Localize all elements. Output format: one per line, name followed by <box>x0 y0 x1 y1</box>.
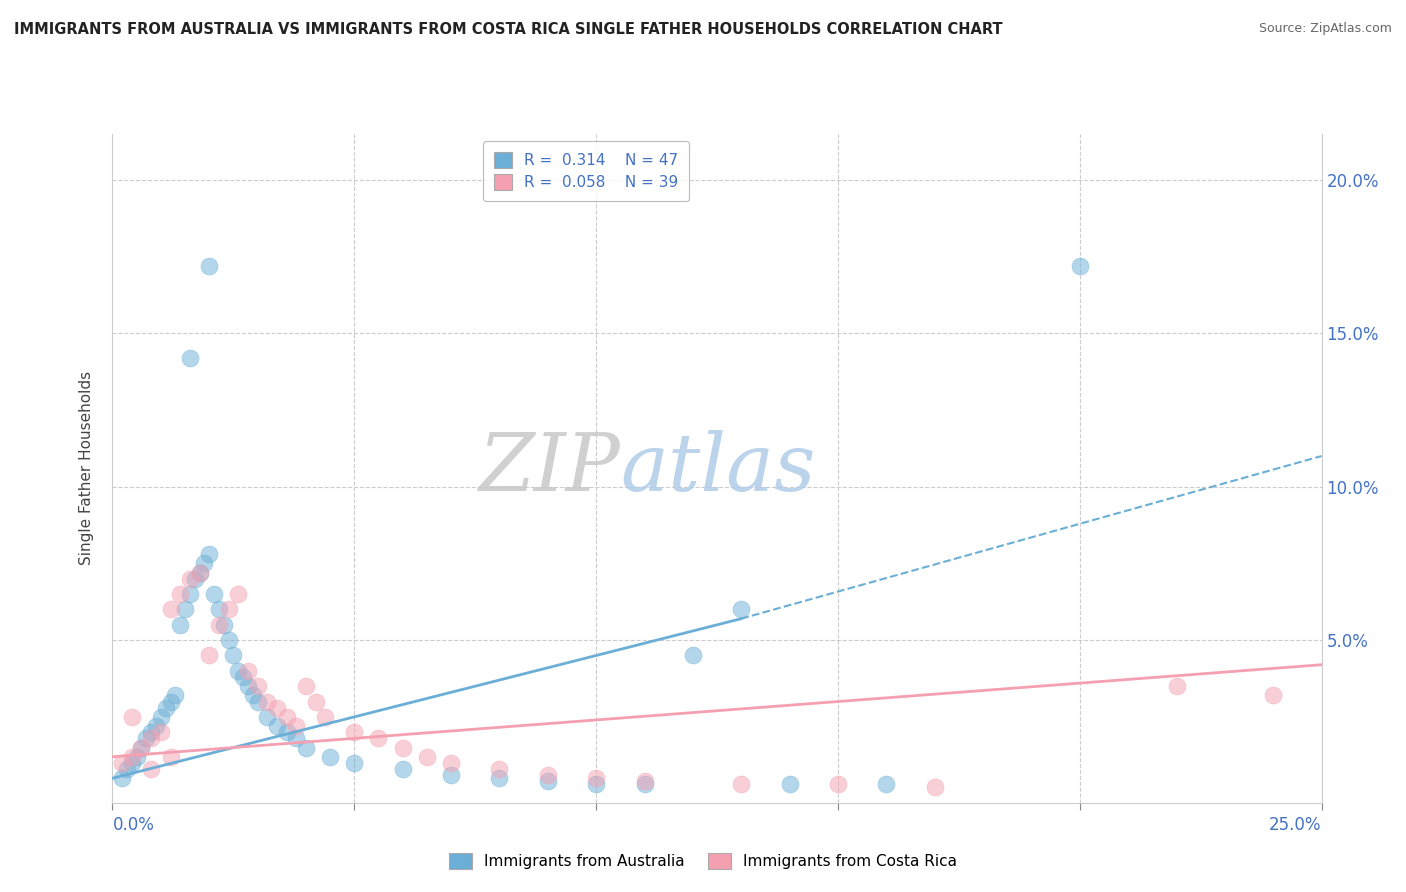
Point <box>169 617 191 632</box>
Point <box>135 731 157 746</box>
Point <box>141 725 163 739</box>
Point <box>179 587 201 601</box>
Point <box>537 774 560 789</box>
Point <box>276 725 298 739</box>
Point <box>682 648 704 663</box>
Point <box>121 749 143 764</box>
Point <box>121 756 143 770</box>
Point <box>236 679 259 693</box>
Point <box>179 351 201 365</box>
Point <box>198 547 221 561</box>
Point <box>633 774 655 789</box>
Point <box>266 719 288 733</box>
Legend: Immigrants from Australia, Immigrants from Costa Rica: Immigrants from Australia, Immigrants fr… <box>443 847 963 875</box>
Point <box>226 664 249 678</box>
Text: Source: ZipAtlas.com: Source: ZipAtlas.com <box>1258 22 1392 36</box>
Point <box>131 740 153 755</box>
Point <box>488 762 510 776</box>
Point <box>875 777 897 791</box>
Text: ZIP: ZIP <box>478 430 620 507</box>
Point <box>208 602 231 616</box>
Legend: R =  0.314    N = 47, R =  0.058    N = 39: R = 0.314 N = 47, R = 0.058 N = 39 <box>482 142 689 201</box>
Point <box>779 777 801 791</box>
Text: atlas: atlas <box>620 430 815 507</box>
Point <box>391 740 413 755</box>
Point <box>367 731 389 746</box>
Point <box>295 740 318 755</box>
Point <box>314 710 336 724</box>
Point <box>266 700 288 714</box>
Point <box>585 771 607 785</box>
Point <box>174 602 197 616</box>
Text: 0.0%: 0.0% <box>112 816 155 834</box>
Y-axis label: Single Father Households: Single Father Households <box>79 371 94 566</box>
Point <box>202 587 225 601</box>
Point <box>730 777 752 791</box>
Point <box>159 694 181 708</box>
Point <box>1166 679 1188 693</box>
Point <box>212 617 235 632</box>
Point <box>256 710 278 724</box>
Point <box>1263 689 1285 703</box>
Point <box>208 617 231 632</box>
Point <box>155 700 177 714</box>
Point <box>827 777 849 791</box>
Point <box>343 756 366 770</box>
Point <box>246 694 269 708</box>
Point <box>218 602 240 616</box>
Point <box>416 749 439 764</box>
Point <box>295 679 318 693</box>
Point <box>232 670 254 684</box>
Point <box>115 762 138 776</box>
Point <box>246 679 269 693</box>
Text: IMMIGRANTS FROM AUSTRALIA VS IMMIGRANTS FROM COSTA RICA SINGLE FATHER HOUSEHOLDS: IMMIGRANTS FROM AUSTRALIA VS IMMIGRANTS … <box>14 22 1002 37</box>
Point <box>125 749 148 764</box>
Point <box>198 648 221 663</box>
Point <box>585 777 607 791</box>
Point <box>391 762 413 776</box>
Point <box>141 762 163 776</box>
Point <box>285 731 308 746</box>
Point <box>165 689 187 703</box>
Point <box>319 749 342 764</box>
Point <box>226 587 249 601</box>
Point <box>285 719 308 733</box>
Point <box>440 768 463 782</box>
Point <box>149 710 172 724</box>
Point <box>730 602 752 616</box>
Point <box>633 777 655 791</box>
Point <box>218 633 240 648</box>
Point <box>488 771 510 785</box>
Text: 25.0%: 25.0% <box>1270 816 1322 834</box>
Point <box>141 731 163 746</box>
Point <box>256 694 278 708</box>
Point <box>179 572 201 586</box>
Point <box>131 740 153 755</box>
Point <box>121 710 143 724</box>
Point <box>222 648 245 663</box>
Point <box>169 587 191 601</box>
Point <box>111 771 134 785</box>
Point <box>304 694 326 708</box>
Point <box>188 566 211 580</box>
Point <box>193 557 215 571</box>
Point <box>198 259 221 273</box>
Point <box>343 725 366 739</box>
Point <box>159 749 181 764</box>
Point <box>440 756 463 770</box>
Point <box>111 756 134 770</box>
Point <box>1069 259 1091 273</box>
Point <box>159 602 181 616</box>
Point <box>242 689 264 703</box>
Point <box>924 780 946 795</box>
Point <box>236 664 259 678</box>
Point <box>537 768 560 782</box>
Point <box>188 566 211 580</box>
Point <box>183 572 205 586</box>
Point <box>149 725 172 739</box>
Point <box>276 710 298 724</box>
Point <box>145 719 167 733</box>
